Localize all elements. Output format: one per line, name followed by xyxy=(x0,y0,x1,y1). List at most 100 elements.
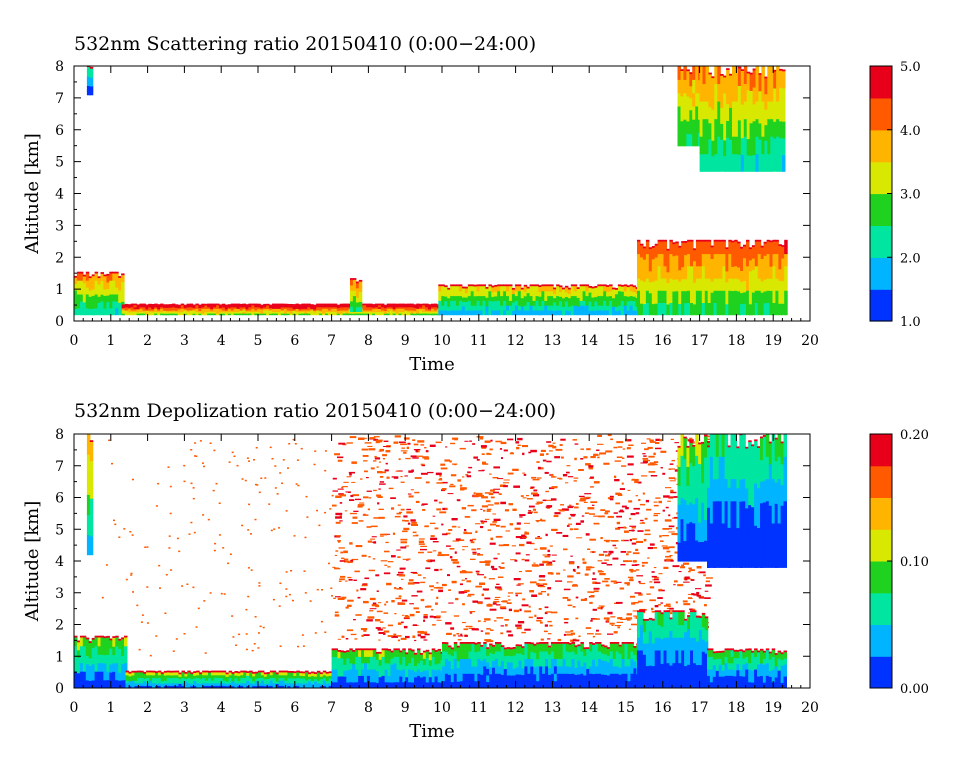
feature-edge xyxy=(334,648,338,651)
feature-edge xyxy=(383,304,388,307)
noise-speckle xyxy=(350,559,354,562)
feature-cell xyxy=(91,295,96,303)
feature-edge xyxy=(433,303,438,306)
feature-cell xyxy=(189,306,194,309)
feature-cell xyxy=(299,682,303,686)
feature-cell xyxy=(422,309,426,312)
feature-cell xyxy=(597,305,601,311)
feature-cell xyxy=(121,311,126,314)
feature-cell xyxy=(773,154,777,172)
feature-edge xyxy=(79,271,84,274)
feature-cell xyxy=(506,295,510,301)
feature-cell xyxy=(480,674,484,682)
feature-cell xyxy=(85,307,90,316)
noise-speckle xyxy=(512,468,519,471)
feature-cell xyxy=(216,311,220,314)
feature-cell xyxy=(573,290,578,297)
feature-edge xyxy=(325,671,330,674)
feature-cell xyxy=(94,671,99,681)
feature-cell xyxy=(175,682,180,686)
feature-cell xyxy=(251,306,255,309)
feature-cell xyxy=(492,646,496,654)
noise-speckle xyxy=(592,635,596,638)
feature-edge xyxy=(252,671,256,674)
noise-speckle xyxy=(665,558,673,561)
noise-speckle xyxy=(696,594,702,597)
feature-cell xyxy=(245,308,249,311)
feature-cell xyxy=(208,677,212,681)
feature-cell xyxy=(395,305,400,308)
feature-cell xyxy=(772,253,776,267)
noise-speckle xyxy=(544,606,549,609)
feature-cell xyxy=(482,285,486,292)
feature-cell xyxy=(133,305,138,308)
noise-speckle xyxy=(397,639,400,642)
noise-speckle xyxy=(379,476,384,478)
noise-speckle xyxy=(486,510,491,512)
feature-cell xyxy=(277,311,282,314)
feature-cell xyxy=(562,665,567,674)
feature-cell xyxy=(582,285,587,292)
noise-speckle xyxy=(602,580,609,583)
feature-cell xyxy=(272,672,277,676)
feature-cell xyxy=(358,656,362,664)
feature-cell xyxy=(494,286,498,292)
noise-speckle xyxy=(590,476,594,479)
feature-cell xyxy=(758,106,762,124)
feature-cell xyxy=(666,250,670,262)
feature-cell xyxy=(734,66,739,85)
feature-cell xyxy=(410,306,414,309)
noise-speckle xyxy=(576,572,581,575)
feature-cell xyxy=(550,309,554,316)
noise-speckle xyxy=(515,552,521,555)
noise-speckle xyxy=(522,598,526,601)
feature-cell xyxy=(414,665,418,672)
noise-speckle xyxy=(620,618,627,620)
noise-speckle xyxy=(463,532,468,535)
feature-cell xyxy=(230,305,235,308)
feature-edge xyxy=(779,68,783,71)
feature-cell xyxy=(236,311,241,314)
feature-cell xyxy=(278,680,283,684)
noise-speckle xyxy=(670,491,677,494)
feature-cell xyxy=(699,118,704,137)
feature-cell xyxy=(743,101,748,120)
noise-speckle xyxy=(506,630,512,633)
noise-speckle xyxy=(424,447,427,449)
feature-cell xyxy=(526,288,531,294)
feature-cell xyxy=(283,313,288,316)
feature-cell xyxy=(207,311,211,314)
feature-cell xyxy=(280,306,285,309)
noise-speckle xyxy=(518,571,522,573)
feature-cell xyxy=(208,675,212,679)
feature-cell xyxy=(174,310,179,313)
feature-cell xyxy=(136,307,141,310)
noise-speckle xyxy=(412,457,419,459)
feature-cell xyxy=(672,267,676,280)
noise-speckle xyxy=(456,499,461,502)
feature-cell xyxy=(690,290,694,303)
feature-cell xyxy=(272,313,276,316)
noise-speckle xyxy=(349,436,357,439)
noise-speckle xyxy=(344,510,348,512)
feature-cell xyxy=(751,292,756,304)
feature-edge xyxy=(160,303,164,306)
feature-cell xyxy=(760,303,765,316)
feature-cell xyxy=(296,680,300,684)
feature-cell xyxy=(171,308,176,311)
feature-cell xyxy=(713,278,718,291)
feature-cell xyxy=(275,673,280,677)
feature-cell xyxy=(775,265,779,279)
feature-cell xyxy=(310,311,314,314)
feature-cell xyxy=(263,678,268,682)
feature-cell xyxy=(94,637,99,647)
feature-cell xyxy=(258,685,262,688)
feature-cell xyxy=(710,303,715,316)
feature-cell xyxy=(76,293,81,302)
noise-speckle xyxy=(616,621,624,623)
feature-cell xyxy=(88,308,93,316)
feature-cell xyxy=(453,300,457,306)
noise-speckle xyxy=(540,638,544,641)
feature-cell xyxy=(142,313,146,316)
